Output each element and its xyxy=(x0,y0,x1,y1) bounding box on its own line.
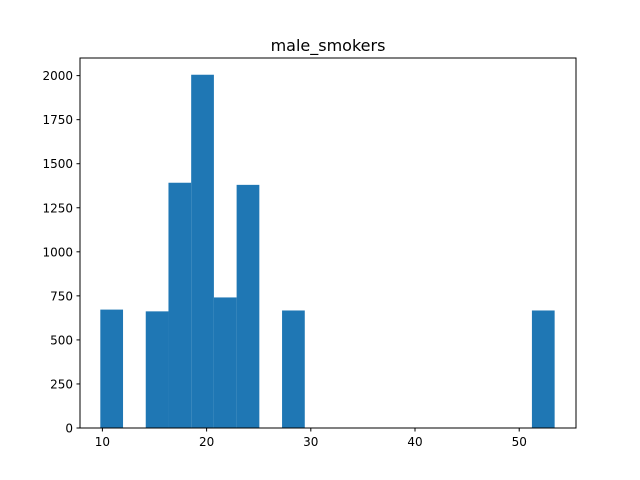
histogram-bar xyxy=(282,310,305,428)
histogram-bar xyxy=(531,310,555,428)
y-tick-label: 1250 xyxy=(42,201,73,215)
y-tick-label: 750 xyxy=(50,289,73,303)
y-tick-label: 250 xyxy=(50,377,73,391)
y-axis: 0 250 500 750 1000 1250 1500 1750 2000 xyxy=(42,69,80,436)
y-tick-label: 2000 xyxy=(42,69,73,83)
y-tick-label: 1500 xyxy=(42,157,73,171)
bars-layer xyxy=(100,74,555,429)
chart-title: male_smokers xyxy=(271,36,386,56)
histogram-bar xyxy=(213,297,237,428)
y-tick-label: 1000 xyxy=(42,245,73,259)
x-tick-label: 20 xyxy=(199,435,214,449)
x-tick-label: 30 xyxy=(303,435,318,449)
histogram-bar xyxy=(191,74,214,429)
x-tick-label: 10 xyxy=(95,435,110,449)
y-tick-label: 1750 xyxy=(42,113,73,127)
y-tick-label: 0 xyxy=(65,422,73,436)
histogram-bar xyxy=(168,182,192,428)
x-tick-label: 40 xyxy=(407,435,422,449)
y-tick-label: 500 xyxy=(50,333,73,347)
histogram-bar xyxy=(145,311,169,428)
histogram-bar xyxy=(236,184,260,428)
plot-frame xyxy=(79,57,577,429)
x-axis: 10 20 30 40 50 xyxy=(95,428,527,449)
x-tick-label: 50 xyxy=(512,435,527,449)
histogram-bar xyxy=(100,309,124,428)
